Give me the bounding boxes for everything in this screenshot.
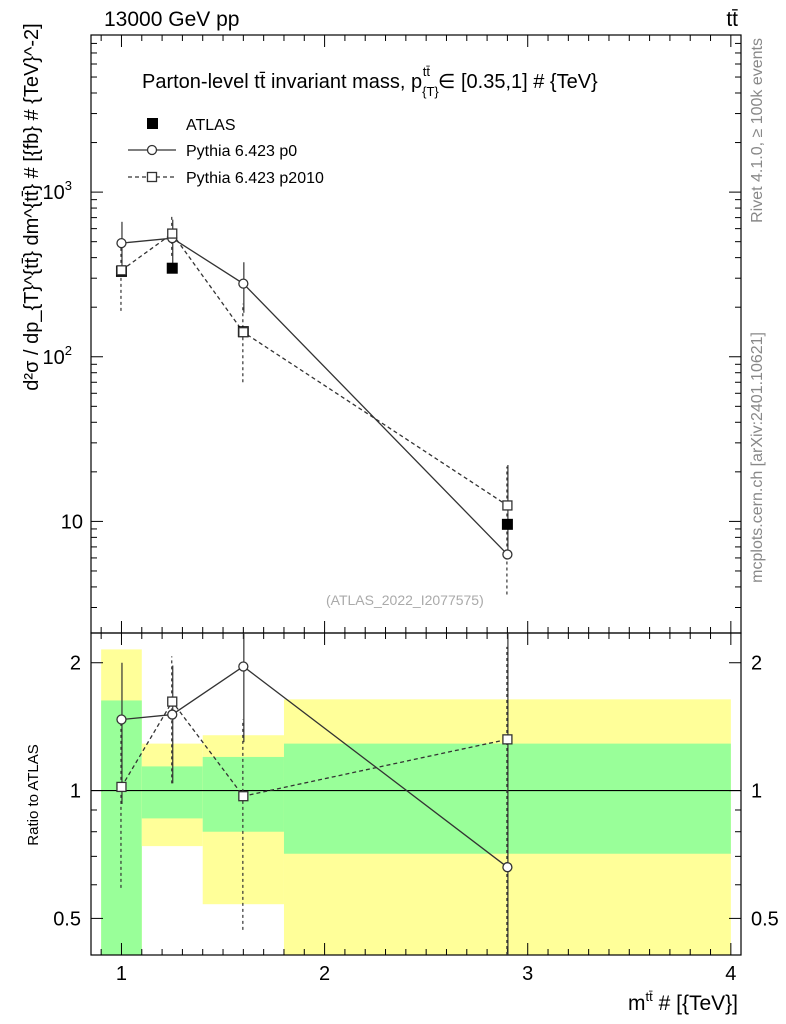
ratio-p2010-marker: [116, 781, 127, 793]
p0-series-line: [121, 237, 508, 555]
legend-p0-marker: [146, 144, 158, 156]
title-main: Parton-level tt̄ invariant mass, p: [142, 71, 422, 93]
chart-title: Parton-level tt̄ invariant mass, p{T} tt̄…: [142, 64, 598, 99]
ratio-p2010-line: [120, 700, 508, 797]
ratio-y-tick-label-right: 2: [751, 653, 762, 675]
main-y-tick-label: 103: [43, 178, 72, 204]
legend: ATLAS Pythia 6.423 p0 Pythia 6.423 p2010: [128, 117, 324, 187]
legend-p2010-label: Pythia 6.423 p2010: [186, 170, 324, 187]
x-tick-label: 2: [319, 963, 330, 985]
ratio-y-tick-label-right: 0.5: [751, 908, 779, 930]
p2010-marker: [502, 500, 513, 511]
ratio-y-tick-label-left: 0.5: [53, 908, 81, 930]
p2010-marker: [116, 265, 127, 276]
atlas-data-point: [501, 518, 513, 530]
xlabel-tail: # [{TeV}]: [653, 992, 738, 1015]
legend-atlas-label: ATLAS: [186, 117, 236, 134]
ratio-p0-marker: [167, 709, 178, 720]
main-y-tick-label: 10: [61, 511, 83, 533]
ratio-p2010-marker: [167, 696, 178, 707]
main-y-tick-label: 102: [43, 343, 72, 369]
main-series: [115, 215, 513, 595]
p0-marker: [238, 278, 249, 289]
title-superscript: tt̄: [423, 64, 431, 79]
process-label: tt̄: [726, 8, 738, 31]
legend-p2010-marker: [146, 171, 158, 183]
ratio-p0-marker: [238, 661, 249, 672]
ratio-p0-line: [121, 665, 508, 868]
mcplots-label: mcplots.cern.ch [arXiv:2401.10621]: [749, 332, 766, 583]
p0-marker: [502, 549, 513, 560]
ratio-y-tick-label-left: 1: [70, 781, 81, 803]
rivet-label: Rivet 4.1.0, ≥ 100k events: [749, 38, 766, 223]
p0-marker: [116, 237, 127, 249]
ratio-p2010-marker: [502, 734, 513, 745]
ratio-p0-marker: [116, 714, 127, 725]
ratio-series: [116, 633, 513, 955]
x-tick-label: 1: [116, 963, 127, 985]
legend-p0-label: Pythia 6.423 p0: [186, 143, 297, 160]
p2010-series-line: [121, 232, 508, 506]
ratio-frame: [90, 632, 742, 956]
ratio-axes: 1 2 3 4 0.5 0.5 1 1 2 2: [53, 632, 779, 985]
energy-label: 13000 GeV pp: [104, 8, 239, 31]
title-tail: ∈ [0.35,1] # {TeV}: [438, 71, 598, 93]
p2010-marker: [238, 327, 249, 338]
atlas-data-point: [166, 262, 178, 274]
ratio-p0-marker: [502, 862, 513, 873]
legend-atlas-marker: [147, 118, 158, 129]
xlabel: mtt̄ # [{TeV}]: [628, 989, 738, 1015]
ratio-ylabel: Ratio to ATLAS: [25, 744, 42, 845]
main-ylabel: d²σ / dp_{T}^{tt̄} dm^{tt̄} # [{fb} # {T…: [21, 23, 43, 390]
x-tick-label: 4: [725, 963, 736, 985]
x-tick-label: 3: [522, 963, 533, 985]
ratio-bands: [101, 649, 731, 955]
p2010-marker: [167, 228, 178, 239]
xlabel-main: m: [628, 992, 646, 1015]
ratio-y-tick-label-left: 2: [70, 653, 81, 675]
ratio-p2010-marker: [238, 791, 249, 802]
ratio-y-tick-label-right: 1: [751, 781, 762, 803]
analysis-tag: (ATLAS_2022_I2077575): [326, 592, 484, 608]
title-subscript: {T}: [422, 84, 439, 99]
xlabel-superscript: tt̄: [646, 989, 654, 1004]
